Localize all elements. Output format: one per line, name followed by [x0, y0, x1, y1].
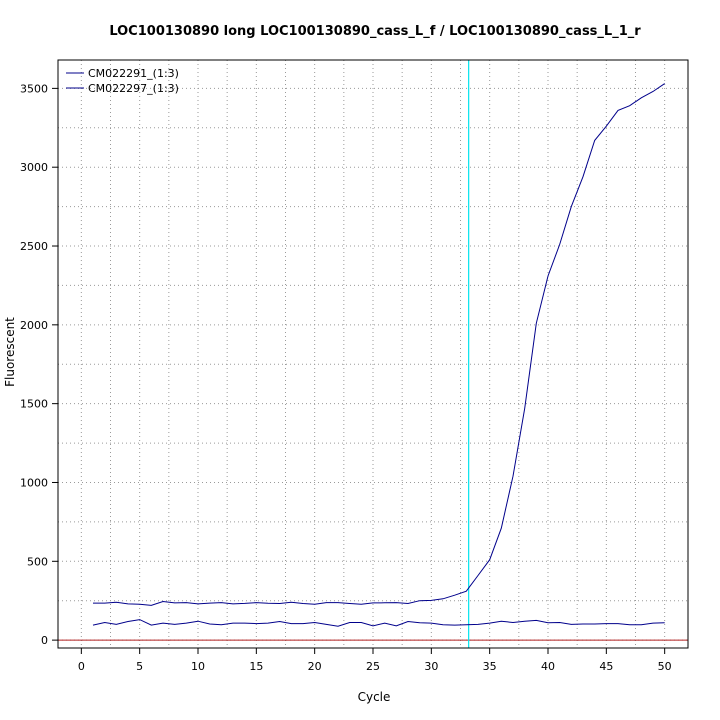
x-tick-label: 40: [541, 660, 555, 673]
series-layer: [92, 83, 665, 627]
x-tick-label: 5: [136, 660, 143, 673]
threshold-layer: [58, 60, 688, 648]
y-tick-label: 2500: [20, 240, 48, 253]
x-tick-label: 30: [424, 660, 438, 673]
y-tick-label: 2000: [20, 319, 48, 332]
x-tick-label: 20: [308, 660, 322, 673]
y-tick-label: 3000: [20, 161, 48, 174]
series-line-2: [92, 619, 665, 627]
x-tick-label: 25: [366, 660, 380, 673]
y-axis: 0 500 1000 1500 2000 2500 3000 3500: [20, 82, 58, 647]
series-line-1: [93, 83, 665, 606]
x-tick-label: 10: [191, 660, 205, 673]
y-axis-label: Fluorescent: [3, 317, 17, 387]
y-tick-label: 1500: [20, 398, 48, 411]
legend-label-2: CM022297_(1:3): [88, 82, 179, 95]
chart-title: LOC100130890 long LOC100130890_cass_L_f …: [109, 24, 641, 39]
y-tick-label: 0: [41, 634, 48, 647]
x-tick-label: 50: [658, 660, 672, 673]
legend-label-1: CM022291_(1:3): [88, 67, 179, 80]
grid-layer: [58, 60, 688, 648]
x-tick-label: 15: [249, 660, 263, 673]
x-axis: 0 5 10 15 20 25 30 35 40 45 50: [78, 648, 672, 673]
x-tick-label: 45: [599, 660, 613, 673]
x-tick-label: 0: [78, 660, 85, 673]
y-tick-label: 1000: [20, 476, 48, 489]
y-tick-label: 3500: [20, 82, 48, 95]
legend: CM022291_(1:3) CM022297_(1:3): [66, 67, 179, 95]
x-tick-label: 35: [483, 660, 497, 673]
y-tick-label: 500: [27, 555, 48, 568]
x-axis-label: Cycle: [358, 690, 391, 704]
